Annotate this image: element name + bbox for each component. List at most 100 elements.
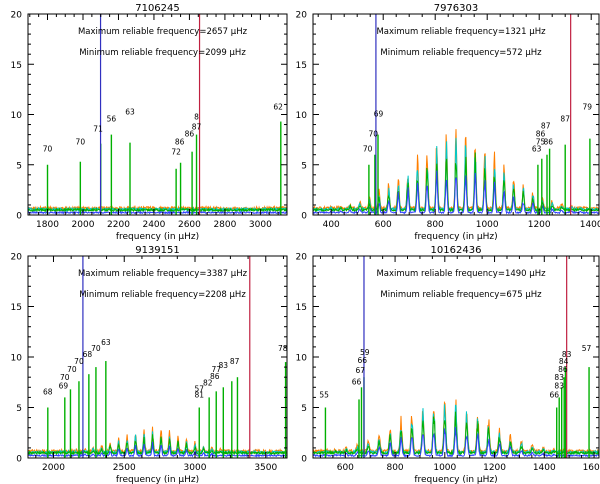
y-tick-label: 15 <box>296 303 307 313</box>
y-tick-label: 0 <box>301 212 307 222</box>
mode-label: 55 <box>319 390 329 399</box>
y-tick-label: 15 <box>11 303 22 313</box>
plot-frame <box>312 13 600 216</box>
x-tick-label: 600 <box>337 463 354 473</box>
mode-label: 68 <box>83 350 93 359</box>
y-tick-label: 10 <box>296 354 308 364</box>
y-tick-label: 20 <box>296 253 308 263</box>
mode-label: 63 <box>101 338 111 347</box>
mode-label: 62 <box>273 102 283 111</box>
mode-label: 57 <box>194 384 204 393</box>
chart-title: 10162436 <box>431 245 482 256</box>
y-tick-label: 10 <box>11 354 23 364</box>
chart-panel-1: 0 5 10 15 20 1800 2000 2200 2400 2600 2800 3000 7106… <box>11 3 288 242</box>
mode-label: 66 <box>357 356 367 365</box>
x-axis-label: frequency (in μHz) <box>116 475 199 484</box>
mode-label: 68 <box>43 387 53 396</box>
mode-label: 87 <box>560 115 570 124</box>
chart-title: 9139151 <box>135 245 180 256</box>
y-tick-label: 10 <box>11 111 23 121</box>
plot-frame <box>27 255 288 459</box>
y-tick-label: 0 <box>16 455 22 465</box>
x-tick-label: 1200 <box>483 463 506 473</box>
mode-label: 63 <box>532 145 542 154</box>
chart-title: 7976303 <box>434 3 479 14</box>
mode-label: 86 <box>536 130 546 139</box>
mode-label: 84 <box>559 357 569 366</box>
y-tick-label: 20 <box>296 11 308 21</box>
plot-frame <box>27 13 288 216</box>
mode-label: 70 <box>91 344 101 353</box>
min-frequency-annotation: Minimum reliable frequency=675 μHz <box>380 290 542 300</box>
x-tick-label: 2000 <box>72 220 95 230</box>
y-tick-label: 5 <box>301 161 307 171</box>
x-tick-label: 1800 <box>36 220 59 230</box>
x-tick-label: 2800 <box>213 220 236 230</box>
mode-label: 70 <box>369 130 379 139</box>
y-tick-label: 15 <box>11 61 22 71</box>
chart-title: 7106245 <box>135 3 180 14</box>
x-tick-label: 3000 <box>184 463 207 473</box>
mode-label: 86 <box>558 365 568 374</box>
mode-label: 70 <box>76 138 86 147</box>
mode-label: 66 <box>549 390 559 399</box>
y-tick-label: 20 <box>11 11 23 21</box>
mode-label: 83 <box>219 361 229 370</box>
x-tick-label: 2400 <box>142 220 165 230</box>
psd-trace <box>313 129 599 212</box>
mode-label: 86 <box>175 138 185 147</box>
max-frequency-annotation: Maximum reliable frequency=1490 μHz <box>376 269 546 279</box>
x-tick-label: 3000 <box>249 220 272 230</box>
x-tick-label: 800 <box>386 463 403 473</box>
psd-trace <box>313 137 599 213</box>
x-tick-label: 1400 <box>533 463 556 473</box>
mode-label: 67 <box>355 366 365 375</box>
psd-trace <box>28 434 287 457</box>
x-tick-label: 2200 <box>107 220 130 230</box>
x-tick-label: 1000 <box>476 220 499 230</box>
mode-label: 81 <box>194 390 204 399</box>
x-axis-label: frequency (in μHz) <box>414 475 497 484</box>
y-tick-label: 0 <box>301 455 307 465</box>
mode-label: 77 <box>211 365 221 374</box>
mode-label: 70 <box>363 145 373 154</box>
y-tick-label: 20 <box>11 253 23 263</box>
y-tick-label: 5 <box>16 404 22 414</box>
x-axis-label: frequency (in μHz) <box>414 232 497 242</box>
mode-label: 70 <box>67 365 77 374</box>
mode-label: 8 <box>194 113 199 122</box>
chart-panel-4: 0 5 10 15 20 600 800 1000 1200 1400 1600 10162436 fr… <box>296 245 600 484</box>
max-frequency-annotation: Maximum reliable frequency=1321 μHz <box>376 27 546 37</box>
mode-label: 87 <box>230 357 240 366</box>
min-frequency-annotation: Minimum reliable frequency=2099 μHz <box>79 48 246 58</box>
mode-label: 57 <box>582 344 592 353</box>
plot-area <box>313 14 599 215</box>
psd-trace <box>313 170 599 215</box>
psd-trace <box>313 411 599 456</box>
x-tick-label: 2600 <box>178 220 201 230</box>
mode-label: 56 <box>107 115 117 124</box>
chart-panel-3: 0 5 10 15 20 2000 2500 3000 3500 9139151 frequency… <box>11 245 288 484</box>
psd-trace <box>28 206 287 214</box>
mode-label: 66 <box>352 377 362 386</box>
mode-label: 82 <box>203 378 213 387</box>
mode-label: 83 <box>554 373 564 382</box>
mode-label: 63 <box>125 108 135 117</box>
mode-label: 70 <box>74 357 84 366</box>
x-tick-label: 1200 <box>528 220 551 230</box>
psd-trace <box>313 152 599 214</box>
y-tick-label: 5 <box>16 161 22 171</box>
mode-label: 69 <box>59 381 69 390</box>
mode-label: 70 <box>60 373 70 382</box>
y-tick-label: 15 <box>296 61 307 71</box>
x-tick-label: 400 <box>323 220 340 230</box>
mode-label: 83 <box>554 381 564 390</box>
x-tick-label: 1000 <box>433 463 456 473</box>
x-tick-label: 600 <box>375 220 392 230</box>
y-tick-label: 10 <box>296 111 308 121</box>
mode-label: 86 <box>185 130 195 139</box>
mode-label: 87 <box>192 123 202 132</box>
min-frequency-annotation: Minimum reliable frequency=572 μHz <box>380 48 542 58</box>
mode-label: 87 <box>541 122 551 131</box>
